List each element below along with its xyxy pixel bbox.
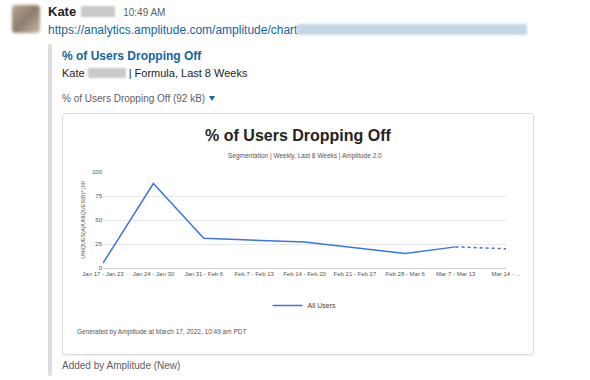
html-text:https://analytics.amplitude.co: https://analytics.amplitude.com/amplitud… <box>48 23 298 37</box>
svg-text:50: 50 <box>95 217 102 223</box>
svg-text:Feb 14 - Feb 20: Feb 14 - Feb 20 <box>283 271 326 277</box>
svg-text:Jan 24 - Jan 30: Jan 24 - Jan 30 <box>133 271 175 277</box>
svg-text:Jan 31 - Feb 6: Jan 31 - Feb 6 <box>184 271 223 277</box>
svg-text:100: 100 <box>92 169 103 175</box>
svg-text:Feb 7 - Feb 13: Feb 7 - Feb 13 <box>234 271 274 277</box>
svg-text:Jan 17 - Jan 23: Jan 17 - Jan 23 <box>82 271 124 277</box>
html-text:10:49 AM: 10:49 AM <box>123 7 166 18</box>
svg-text:Feb 28 - Mar 6: Feb 28 - Mar 6 <box>386 271 426 277</box>
svg-text:0: 0 <box>99 265 103 271</box>
svg-text:75: 75 <box>95 193 102 199</box>
svg-text:Feb 21 - Feb 27: Feb 21 - Feb 27 <box>334 271 377 277</box>
svg-text:Mar 7 - Mar 13: Mar 7 - Mar 13 <box>436 271 476 277</box>
svg-text:UNIQUES(A)/UNIQUES(B)*100: UNIQUES(A)/UNIQUES(B)*100 <box>80 181 86 259</box>
html-text:% of Users Dropping Off (92 kB: % of Users Dropping Off (92 kB) <box>62 93 206 104</box>
html-text:Kate: Kate <box>62 67 85 79</box>
svg-text:Segmentation | Weekly, Last 8: Segmentation | Weekly, Last 8 Weeks | Am… <box>228 152 382 160</box>
svg-text:25: 25 <box>95 241 102 247</box>
html-text:Kate: Kate <box>48 4 77 19</box>
svg-text:All Users: All Users <box>308 302 337 309</box>
html-text:% of Users Dropping Off: % of Users Dropping Off <box>62 49 202 63</box>
svg-text:Mar 14 - ...: Mar 14 - ... <box>491 271 520 277</box>
html-text:Added by Amplitude (New): Added by Amplitude (New) <box>62 360 181 371</box>
html-text:Generated by Amplitude at Marc: Generated by Amplitude at March 17, 2022… <box>77 328 247 335</box>
svg-text:% of Users Dropping Off: % of Users Dropping Off <box>205 127 391 144</box>
html-text:| Formula, Last 8 Weeks: | Formula, Last 8 Weeks <box>128 67 248 79</box>
